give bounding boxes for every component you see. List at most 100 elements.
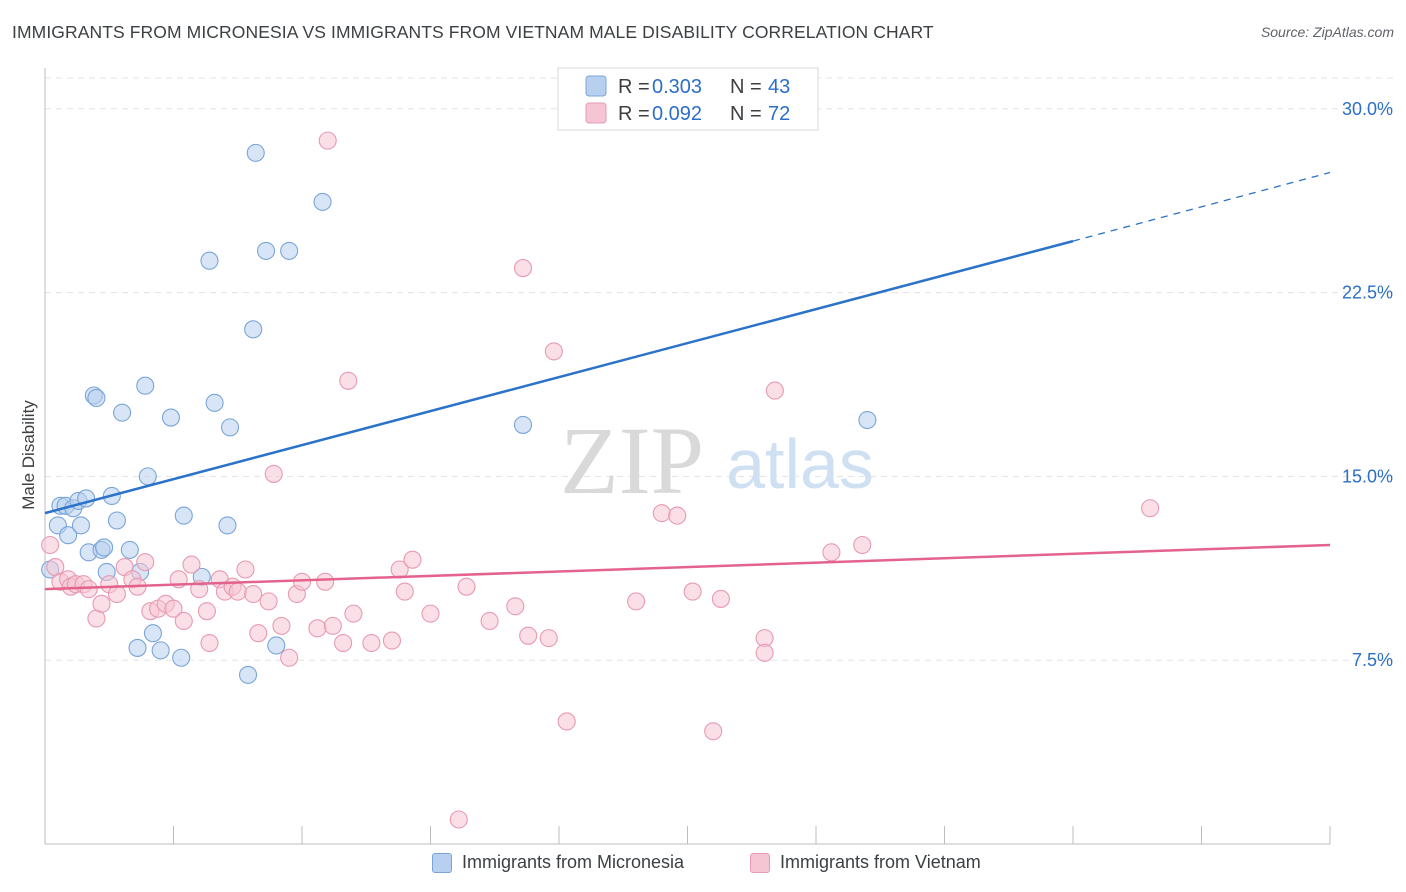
vietnam-trendline [44,543,1331,591]
vietnam-point [519,626,538,645]
micronesia-point [200,251,219,270]
vietnam-point [421,604,440,623]
micronesia-point [205,393,224,412]
trend-layer [44,171,1331,591]
svg-text:R = 0.092 N =: R = 0.092 N = 72 [618,103,790,125]
micronesia-point [95,538,114,557]
top-legend: R = 0.303 N = 43 R = 0.092 N = 72 [557,67,819,131]
vietnam-point [1141,499,1160,518]
vietnam-point [853,535,872,555]
legend-item-vietnam: Immigrants from Vietnam [750,852,981,873]
scatter-chart: ZIP atlas 7.5%15.0%22.5%30.0%0.0%50.0% M… [19,67,1395,845]
vietnam-point [704,722,723,741]
vietnam-point [822,543,841,562]
vietnam-point [92,594,111,613]
vietnam-point [506,597,525,616]
svg-text:R = 0.303 N =: R = 0.303 N = 43 [618,76,790,98]
vietnam-point [182,555,201,574]
vietnam-point [557,712,576,731]
micronesia-point [238,665,258,684]
legend-item-micronesia: Immigrants from Micronesia [432,852,684,873]
vietnam-point [765,381,784,400]
chart-title: IMMIGRANTS FROM MICRONESIA VS IMMIGRANTS… [12,22,934,42]
micronesia-point [280,241,299,260]
micronesia-point [161,408,180,427]
y-tick-label: 15.0% [1342,466,1393,486]
vietnam-point [513,259,533,278]
vietnam-point [683,582,702,601]
vietnam-point [79,580,98,599]
vietnam-point [136,553,155,572]
vietnam-point [652,504,671,523]
micronesia-point [513,415,533,434]
micronesia-point [220,418,240,437]
micronesia-point [107,511,127,530]
legend-swatch-vietnam [750,852,770,873]
micronesia-point [128,638,147,657]
vietnam-point [362,633,381,653]
legend-r-label-1: R = [618,76,655,98]
vietnam-point [403,550,422,569]
vietnam-point [244,584,263,604]
micronesia-point [218,516,237,535]
vietnam-point [200,633,219,653]
vietnam-point [755,643,774,662]
micronesia-point [113,403,132,422]
vietnam-point [318,131,337,150]
micronesia-point [244,320,263,339]
legend-n-label-2: N = [730,103,767,125]
micronesia-point [151,641,170,660]
micronesia-point [174,506,193,525]
micronesia-point [87,388,106,408]
micronesia-trendline [44,239,1074,515]
watermark: ZIP atlas [560,407,874,514]
watermark-zip: ZIP [560,407,704,514]
vietnam-point [41,535,60,555]
vietnam-point [197,602,216,621]
vietnam-point [382,631,402,650]
legend-r-label-2: R = [618,103,655,125]
legend-swatch-blue [585,75,607,97]
vietnam-point [457,577,476,596]
vietnam-point [236,560,255,579]
vietnam-point [280,648,299,667]
points-layer [41,131,1160,829]
vietnam-point [164,599,183,618]
micronesia-point [256,241,276,260]
micronesia-point [138,467,157,486]
vietnam-point [334,633,353,653]
micronesia-point [267,636,286,655]
micronesia-point [172,648,191,667]
vietnam-point [316,572,335,591]
vietnam-point [449,810,468,829]
bottom-legend: Immigrants from Micronesia Immigrants fr… [0,850,1406,880]
vietnam-point [668,506,687,525]
vietnam-point [711,589,730,608]
axis-layer: 7.5%15.0%22.5%30.0%0.0%50.0% [44,68,1393,845]
vietnam-point [249,624,268,643]
micronesia-trendline-extension [1072,171,1331,242]
micronesia-point [246,143,265,162]
legend-n-label-1: N = [730,76,767,98]
y-tick-label: 22.5% [1342,283,1393,303]
legend-label-micronesia: Immigrants from Micronesia [462,852,685,872]
y-tick-label: 30.0% [1342,99,1393,119]
vietnam-point [323,616,342,635]
vietnam-point [174,611,193,631]
vietnam-point [480,611,499,631]
vietnam-point [544,342,563,361]
vietnam-point [259,592,278,611]
legend-label-vietnam: Immigrants from Vietnam [780,852,981,872]
micronesia-point [136,376,155,395]
legend-n-value-2: 72 [768,103,790,125]
micronesia-point [858,410,877,430]
y-tick-label: 7.5% [1352,650,1393,670]
vietnam-point [344,604,363,623]
micronesia-point [143,624,162,643]
legend-n-value-1: 43 [768,76,790,98]
micronesia-point [120,540,139,559]
vietnam-point [292,572,312,591]
vietnam-point [539,629,558,648]
legend-r-value-1: 0.303 [652,76,702,98]
vietnam-point [264,464,283,483]
